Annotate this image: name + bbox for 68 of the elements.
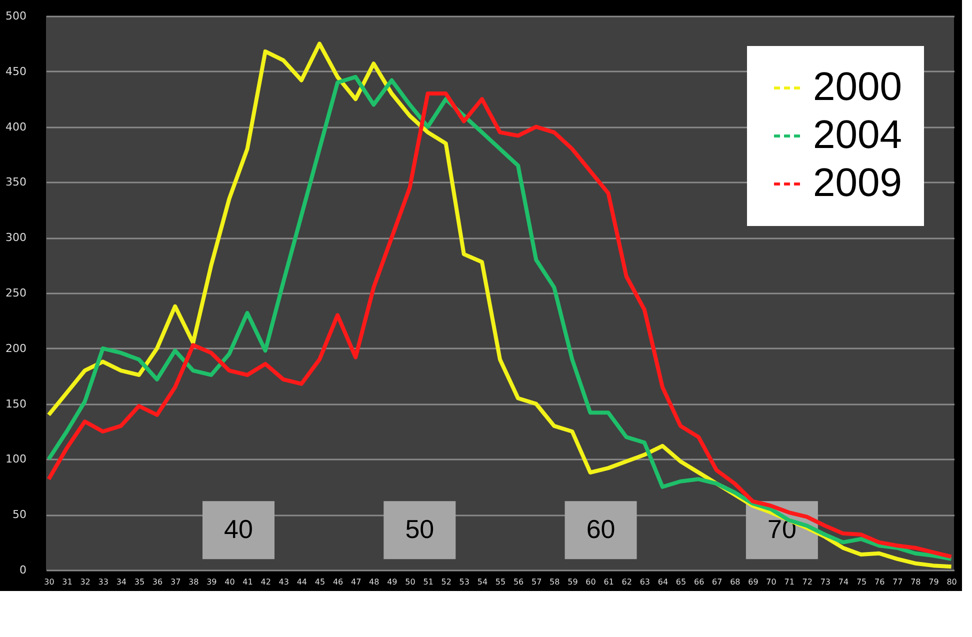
y-tick-label: 200 — [6, 342, 26, 355]
x-tick-label: 79 — [928, 578, 939, 586]
x-tick-label: 47 — [350, 578, 362, 586]
x-tick-label: 55 — [495, 578, 506, 586]
x-tick-label: 51 — [423, 578, 434, 586]
x-tick-label: 54 — [477, 578, 488, 586]
x-tick-label: 38 — [188, 578, 199, 586]
x-tick-label: 32 — [80, 578, 90, 586]
x-tick-label: 68 — [730, 578, 740, 586]
y-tick-label: 400 — [6, 120, 26, 134]
x-tick-label: 64 — [658, 578, 668, 586]
x-tick-label: 42 — [260, 578, 271, 586]
legend-label: 2004 — [813, 113, 902, 157]
x-tick-label: 40 — [224, 578, 235, 586]
x-tick-label: 39 — [206, 578, 217, 586]
x-tick-label: 76 — [874, 578, 885, 586]
x-tick-label: 35 — [134, 578, 145, 586]
y-tick-label: 500 — [6, 10, 26, 22]
x-tick-label: 78 — [910, 578, 921, 586]
x-tick-label: 71 — [784, 578, 794, 586]
x-tick-label: 58 — [550, 578, 560, 586]
x-tick-label: 59 — [568, 578, 578, 586]
y-tick-label: 150 — [6, 397, 26, 410]
x-tick-label: 53 — [459, 578, 470, 586]
x-tick-label: 49 — [387, 578, 398, 586]
legend-label: 2009 — [813, 161, 902, 205]
x-tick-label: 80 — [946, 578, 957, 586]
x-tick-label: 45 — [314, 578, 326, 586]
x-tick-label: 60 — [586, 578, 596, 586]
y-tick-label: 250 — [6, 286, 26, 300]
x-tick-label: 63 — [640, 578, 650, 586]
x-tick-label: 70 — [766, 578, 776, 586]
x-tick-label: 48 — [369, 578, 380, 586]
x-tick-label: 67 — [712, 578, 722, 586]
x-tick-label: 41 — [242, 578, 253, 586]
y-tick-label: 350 — [6, 176, 26, 189]
x-tick-label: 50 — [405, 578, 416, 586]
x-tick-label: 62 — [622, 578, 632, 586]
annotation: 40 — [224, 514, 253, 544]
annotation: 50 — [405, 514, 434, 544]
x-tick-label: 31 — [62, 578, 72, 586]
x-tick-label: 56 — [513, 578, 524, 586]
y-tick-label: 100 — [6, 452, 26, 466]
x-tick-label: 74 — [838, 578, 849, 586]
x-tick-label: 66 — [694, 578, 704, 586]
x-tick-label: 46 — [332, 578, 344, 586]
x-tick-label: 75 — [856, 578, 867, 586]
x-tick-label: 37 — [170, 578, 181, 586]
annotation: 60 — [586, 514, 616, 544]
x-tick-label: 73 — [820, 578, 831, 586]
y-tick-label: 300 — [6, 231, 26, 244]
y-tick-label: 450 — [6, 64, 26, 78]
x-tick-label: 34 — [116, 578, 127, 586]
x-tick-label: 30 — [44, 578, 54, 586]
y-tick-label: 50 — [12, 508, 26, 522]
x-tick-label: 57 — [532, 578, 542, 586]
x-tick-label: 77 — [892, 578, 903, 586]
x-tick-label: 72 — [802, 578, 812, 586]
x-tick-label: 33 — [98, 578, 108, 586]
x-tick-label: 52 — [441, 578, 452, 586]
y-tick-label: 0 — [20, 564, 26, 576]
x-tick-label: 44 — [296, 578, 308, 586]
x-tick-label: 65 — [676, 578, 686, 586]
legend-label: 2000 — [813, 65, 902, 109]
x-tick-label: 69 — [748, 578, 758, 586]
x-tick-label: 43 — [278, 578, 289, 586]
x-tick-label: 36 — [152, 578, 163, 586]
x-tick-label: 61 — [604, 578, 614, 586]
